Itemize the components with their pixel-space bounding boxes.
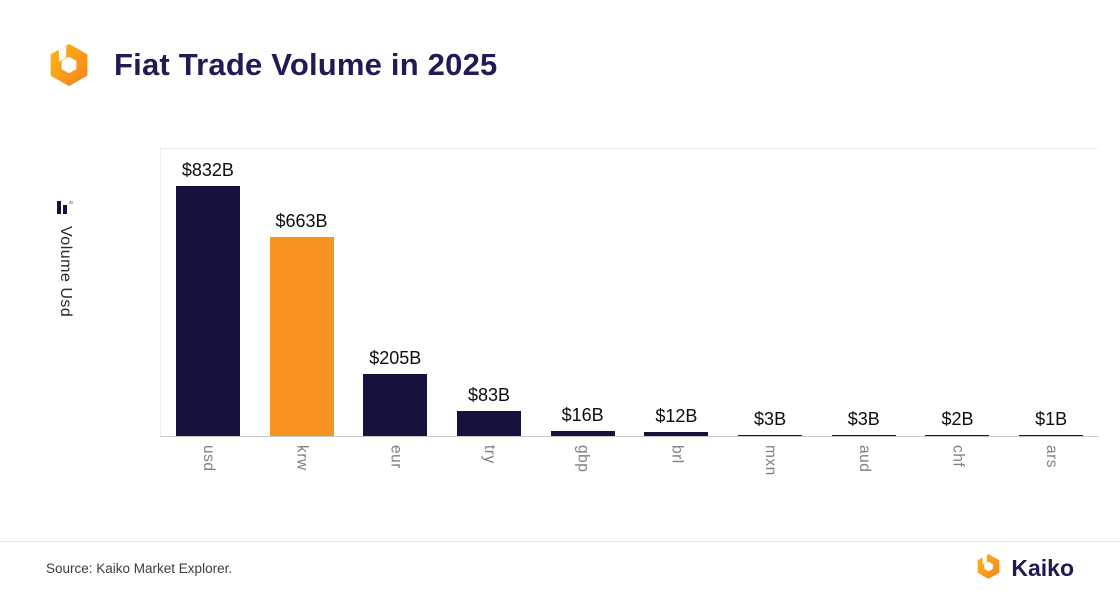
bar-try[interactable]: [456, 411, 521, 436]
x-tick-label-gbp: gbp: [574, 445, 592, 473]
bar-column-krw: $663B krw: [255, 149, 349, 471]
kaiko-brand: Kaiko: [975, 553, 1074, 585]
header: Fiat Trade Volume in 2025: [46, 42, 497, 88]
footer: Source: Kaiko Market Explorer. Kaiko: [0, 541, 1120, 595]
bar-value-label: $12B: [655, 406, 698, 426]
bar-column-mxn: $3B mxn: [723, 149, 817, 476]
x-tick-label-try: try: [480, 445, 498, 464]
bar-value-label: $832B: [181, 160, 234, 180]
x-tick-label-aud: aud: [855, 445, 873, 473]
bar-brl[interactable]: [644, 432, 709, 436]
y-axis: Volume Usd: [44, 196, 86, 317]
bar-value-label: $1B: [1035, 409, 1068, 429]
bar-eur[interactable]: [363, 374, 428, 436]
mini-bar-chart-icon: [54, 196, 76, 218]
bar-ars[interactable]: [1019, 435, 1084, 436]
bar-column-brl: $12B brl: [630, 149, 724, 464]
bar-value-label: $205B: [369, 348, 422, 368]
bar-usd[interactable]: [175, 186, 240, 436]
bar-column-aud: $3B aud: [817, 149, 911, 472]
source-note: Source: Kaiko Market Explorer.: [46, 561, 233, 576]
kaiko-logo-small-icon: [975, 553, 1002, 585]
bar-column-ars: $1B ars: [1004, 149, 1098, 468]
bar-value-label: $3B: [754, 409, 787, 429]
bar-mxn[interactable]: [738, 435, 803, 436]
x-tick-label-mxn: mxn: [762, 445, 780, 476]
bar-value-label: $16B: [561, 405, 604, 425]
bar-column-gbp: $16B gbp: [536, 149, 630, 472]
bar-krw[interactable]: [269, 237, 334, 436]
bar-column-usd: $832B usd: [161, 149, 255, 472]
bar-chf[interactable]: [925, 435, 990, 436]
bar-column-try: $83B try: [442, 149, 536, 464]
x-tick-label-ars: ars: [1043, 445, 1061, 469]
bar-aud[interactable]: [831, 435, 896, 436]
bar-gbp[interactable]: [550, 431, 615, 436]
x-tick-label-brl: brl: [668, 445, 686, 464]
kaiko-logo-icon: [46, 42, 92, 88]
y-axis-label: Volume Usd: [57, 226, 74, 318]
bar-value-label: $663B: [275, 211, 328, 231]
bar-column-eur: $205B eur: [348, 149, 442, 469]
brand-name: Kaiko: [1011, 555, 1074, 581]
x-tick-label-krw: krw: [293, 445, 311, 471]
x-tick-label-eur: eur: [387, 445, 405, 469]
bar-chart-plot-area: $832B usd $663B krw $205B eur $83B try $16B gbp $1…: [160, 148, 1098, 476]
bar-value-label: $3B: [847, 409, 880, 429]
x-tick-label-usd: usd: [199, 445, 217, 472]
page-title: Fiat Trade Volume in 2025: [114, 47, 498, 82]
bar-column-chf: $2B chf: [911, 149, 1005, 467]
bar-value-label: $83B: [467, 385, 510, 405]
x-tick-label-chf: chf: [949, 445, 967, 468]
bar-value-label: $2B: [941, 409, 974, 429]
